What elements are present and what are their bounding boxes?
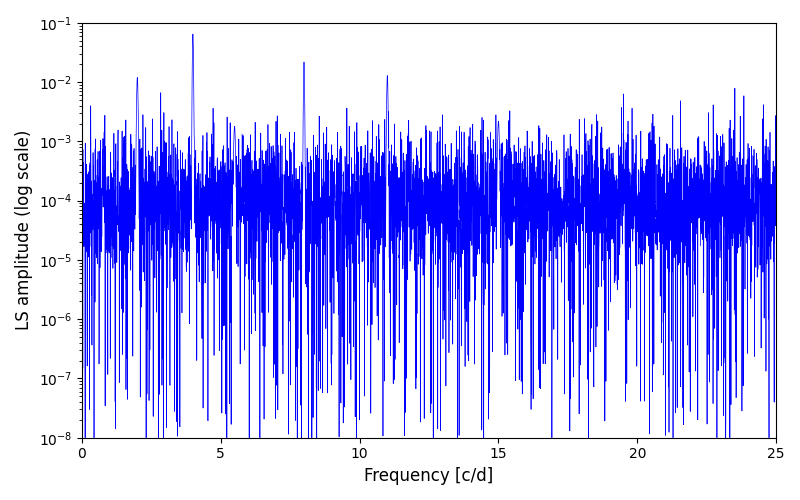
Y-axis label: LS amplitude (log scale): LS amplitude (log scale) — [15, 130, 33, 330]
X-axis label: Frequency [c/d]: Frequency [c/d] — [364, 467, 494, 485]
